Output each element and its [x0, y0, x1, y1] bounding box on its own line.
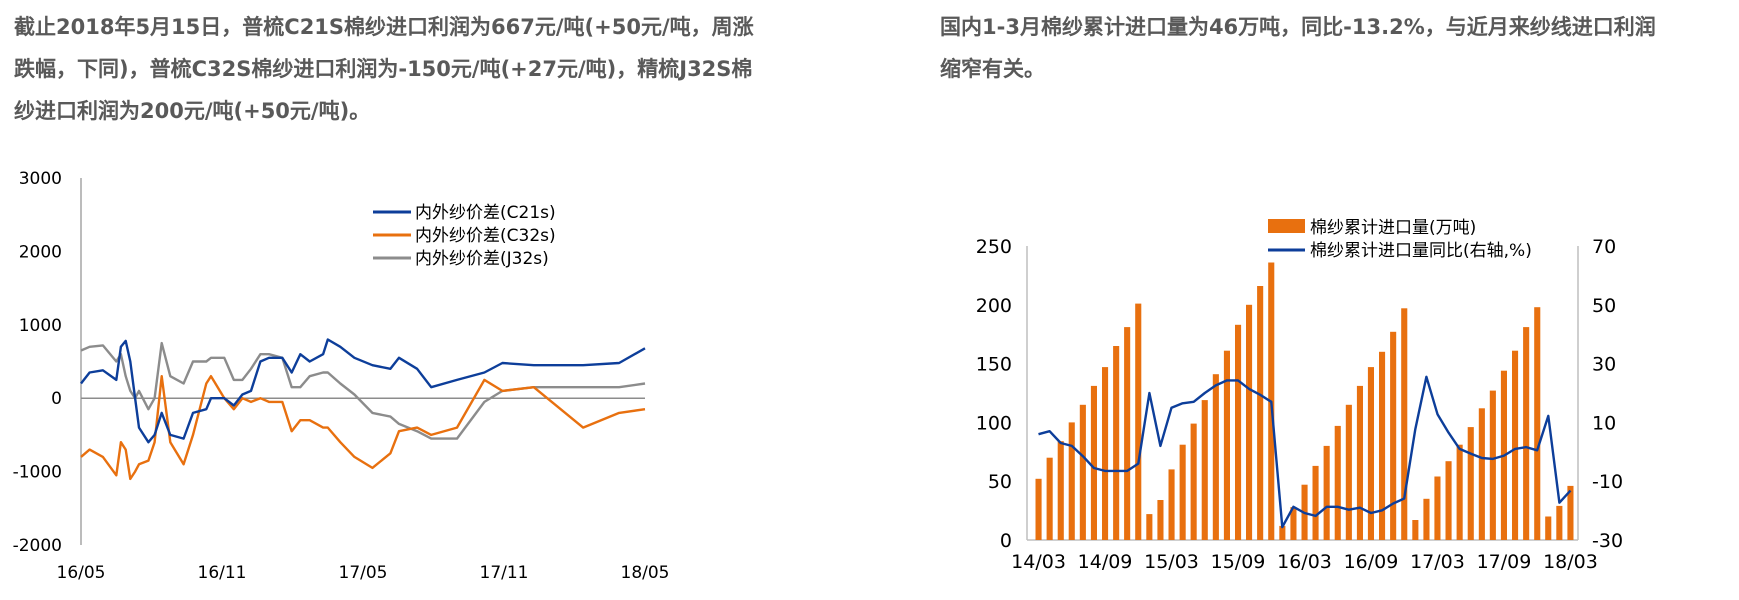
import-bar [1367, 367, 1374, 540]
commentary-line: 截止2018年5月15日，普梳C21S棉纱进口利润为667元/吨(+50元/吨，… [14, 15, 754, 39]
legend-label: 棉纱累计进口量同比(右轴,%) [1310, 241, 1532, 261]
import-bar [1312, 465, 1319, 540]
x-tick-label: 16/05 [57, 563, 106, 583]
x-tick-label: 16/03 [1277, 551, 1332, 573]
series-line-0 [80, 338, 646, 444]
import-bar [1235, 324, 1242, 540]
import-bar [1257, 286, 1264, 540]
commentary-line: 缩窄有关。 [940, 57, 1045, 81]
x-tick-label: 14/03 [1011, 551, 1066, 573]
y-tick-label: 0 [51, 389, 62, 409]
commentary-line: 国内1-3月棉纱累计进口量为46万吨，同比-13.2%，与近月来纱线进口利润 [940, 15, 1656, 39]
import-bar [1478, 408, 1485, 540]
import-bar [1290, 507, 1297, 540]
import-bar [1534, 307, 1541, 540]
import-bar [1057, 441, 1064, 540]
import-bar [1212, 374, 1219, 540]
x-tick-label: 18/03 [1543, 551, 1598, 573]
import-bar [1356, 385, 1363, 540]
x-tick-label: 15/03 [1144, 551, 1199, 573]
legend-label: 内外纱价差(J32s) [415, 249, 549, 269]
left-tick-label: 50 [988, 471, 1012, 493]
right-tick-label: 30 [1592, 354, 1616, 376]
left-tick-label: 0 [1000, 530, 1012, 552]
import-bar [1567, 485, 1574, 540]
x-tick-label: 17/03 [1410, 551, 1465, 573]
import-bar [1201, 400, 1208, 540]
import-bar [1467, 427, 1474, 540]
import-bar [1545, 516, 1552, 540]
import-bar [1412, 520, 1419, 540]
import-bar [1512, 350, 1519, 540]
import-bar [1279, 525, 1286, 540]
import-bar [1035, 478, 1042, 540]
import-bar [1456, 444, 1463, 540]
import-bar [1168, 469, 1175, 540]
import-bar [1068, 422, 1075, 540]
x-tick-label: 14/09 [1078, 551, 1133, 573]
legend-label: 内外纱价差(C32s) [415, 226, 556, 246]
y-tick-label: 1000 [19, 316, 62, 336]
import-bar [1423, 498, 1430, 540]
commentary-line: 纱进口利润为200元/吨(+50元/吨)。 [14, 99, 371, 123]
import-bar [1523, 327, 1530, 540]
import-bar [1223, 350, 1230, 540]
x-tick-label: 15/09 [1211, 551, 1266, 573]
right-tick-label: 10 [1592, 412, 1616, 434]
left-commentary: 截止2018年5月15日，普梳C21S棉纱进口利润为667元/吨(+50元/吨，… [14, 6, 754, 132]
right-tick-label: -10 [1592, 471, 1623, 493]
import-bar [1124, 327, 1131, 540]
x-tick-label: 17/09 [1477, 551, 1532, 573]
import-bar [1445, 461, 1452, 540]
x-tick-label: 16/09 [1344, 551, 1399, 573]
import-bar [1146, 514, 1153, 540]
y-tick-label: -1000 [13, 463, 62, 483]
import-bar [1179, 444, 1186, 540]
series-line-1 [80, 375, 646, 481]
right-tick-label: 50 [1592, 295, 1616, 317]
import-bar [1556, 505, 1563, 540]
import-bar [1390, 331, 1397, 540]
import-bar [1079, 404, 1086, 540]
right-tick-label: 70 [1592, 236, 1616, 258]
import-bar [1401, 308, 1408, 540]
import-bar [1090, 385, 1097, 540]
import-bar [1157, 500, 1164, 540]
import-bar [1489, 390, 1496, 540]
import-bar [1345, 404, 1352, 540]
legend-label: 内外纱价差(C21s) [415, 203, 556, 223]
left-tick-label: 200 [976, 295, 1012, 317]
y-tick-label: 2000 [19, 242, 62, 262]
x-tick-label: 18/05 [621, 563, 670, 583]
import-bar [1379, 351, 1386, 540]
right-commentary: 国内1-3月棉纱累计进口量为46万吨，同比-13.2%，与近月来纱线进口利润 缩… [940, 6, 1656, 90]
import-bar [1323, 445, 1330, 540]
yoy-line [1038, 375, 1572, 529]
import-bar [1190, 423, 1197, 540]
legend-swatch-bar [1268, 219, 1305, 233]
right-tick-label: -30 [1592, 530, 1623, 552]
left-tick-label: 250 [976, 236, 1012, 258]
y-tick-label: -2000 [13, 536, 62, 556]
import-bar [1102, 367, 1109, 540]
legend-label: 棉纱累计进口量(万吨) [1310, 218, 1476, 238]
import-bar [1113, 346, 1120, 540]
x-tick-label: 17/05 [339, 563, 388, 583]
commentary-line: 跌幅，下同)，普梳C32S棉纱进口利润为-150元/吨(+27元/吨)，精梳J3… [14, 57, 753, 81]
import-bar [1334, 425, 1341, 540]
import-bar [1246, 304, 1253, 540]
x-tick-label: 16/11 [198, 563, 247, 583]
import-bar [1046, 457, 1053, 540]
x-tick-label: 17/11 [480, 563, 529, 583]
left-tick-label: 100 [976, 412, 1012, 434]
import-bar [1135, 303, 1142, 540]
import-bar [1434, 476, 1441, 540]
left-tick-label: 150 [976, 354, 1012, 376]
y-tick-label: 3000 [19, 169, 62, 189]
